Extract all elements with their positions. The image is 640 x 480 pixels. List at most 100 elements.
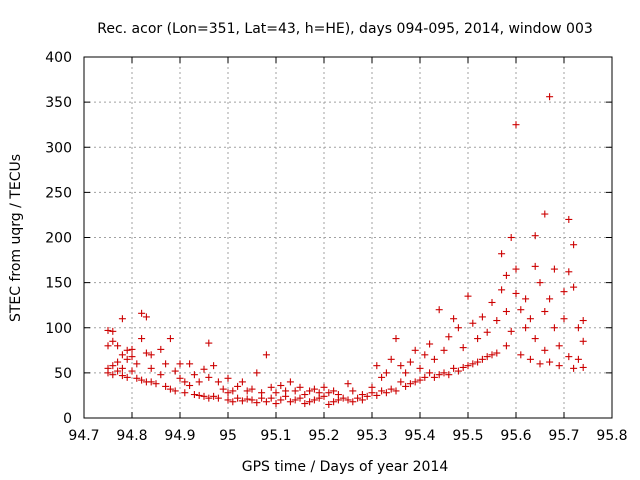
data-point [541,210,549,218]
data-point [406,380,414,388]
data-point [205,339,213,347]
x-tick-label: 95.3 [356,428,387,444]
data-point [478,355,486,363]
data-point [550,324,558,332]
data-point [488,298,496,306]
data-point [291,396,299,404]
data-point [464,292,472,300]
data-point [402,382,410,390]
data-point [109,337,117,345]
data-point [531,232,539,240]
data-point [171,367,179,375]
data-point [291,387,299,395]
x-tick-label: 95.5 [452,428,483,444]
data-point [176,360,184,368]
data-point [138,309,146,317]
data-point [411,378,419,386]
data-point [502,342,510,350]
data-point [253,369,261,377]
data-point [262,351,270,359]
x-axis-label: GPS time / Days of year 2014 [242,459,449,475]
chart-title: Rec. acor (Lon=351, Lat=43, h=HE), days … [97,21,593,37]
data-point [205,394,213,402]
data-point [114,342,122,350]
data-point [474,358,482,366]
data-point [392,387,400,395]
data-point [526,355,534,363]
data-point [181,378,189,386]
data-point [133,374,141,382]
y-tick-label: 100 [45,321,72,337]
data-point [243,387,251,395]
data-point [478,313,486,321]
data-point [522,324,530,332]
data-point [310,385,318,393]
data-point [200,365,208,373]
data-point [507,234,515,241]
data-point [214,378,222,386]
data-point [358,396,366,404]
data-point [435,306,443,314]
data-point [277,396,285,404]
data-point [118,364,126,372]
data-point [474,335,482,343]
data-point [541,308,549,316]
y-tick-label: 300 [45,140,72,156]
data-point [229,387,237,395]
data-point [522,295,530,303]
data-point [315,389,323,397]
data-point [147,351,155,359]
data-point [133,360,141,368]
data-point [531,335,539,343]
data-point [411,346,419,354]
data-point [570,241,578,249]
y-axis-label: STEC from uqrg / TECUs [8,154,24,322]
data-point [392,335,400,343]
data-point [426,340,434,348]
data-point [325,400,333,408]
data-point [397,378,405,386]
data-point [138,335,146,343]
data-point [142,313,150,321]
data-point [493,317,501,325]
data-point [339,394,347,402]
data-points [104,93,587,408]
data-point [450,315,458,323]
data-point [171,387,179,395]
data-point [157,345,165,353]
data-point [301,400,309,408]
data-point [435,371,443,379]
x-tick-label: 94.7 [68,428,99,444]
data-point [104,364,112,372]
data-point [382,369,390,377]
data-point [104,342,112,350]
data-point [502,308,510,316]
data-point [416,364,424,372]
data-point [459,344,467,352]
data-point [565,268,573,276]
data-point [296,383,304,391]
data-point [286,398,294,406]
data-point [190,391,198,399]
data-point [306,398,314,406]
x-tick-label: 95.1 [260,428,291,444]
data-point [334,391,342,399]
data-point [382,389,390,397]
data-point [387,355,395,363]
data-point [574,324,582,332]
data-point [147,364,155,372]
data-point [493,349,501,357]
data-point [512,121,520,129]
data-point [138,376,146,384]
data-point [498,286,506,294]
data-point [286,378,294,386]
data-point [238,397,246,405]
data-point [224,374,232,382]
data-point [526,315,534,323]
data-point [310,396,318,404]
axis-ticks [83,56,613,419]
data-point [517,306,525,314]
data-point [277,382,285,390]
